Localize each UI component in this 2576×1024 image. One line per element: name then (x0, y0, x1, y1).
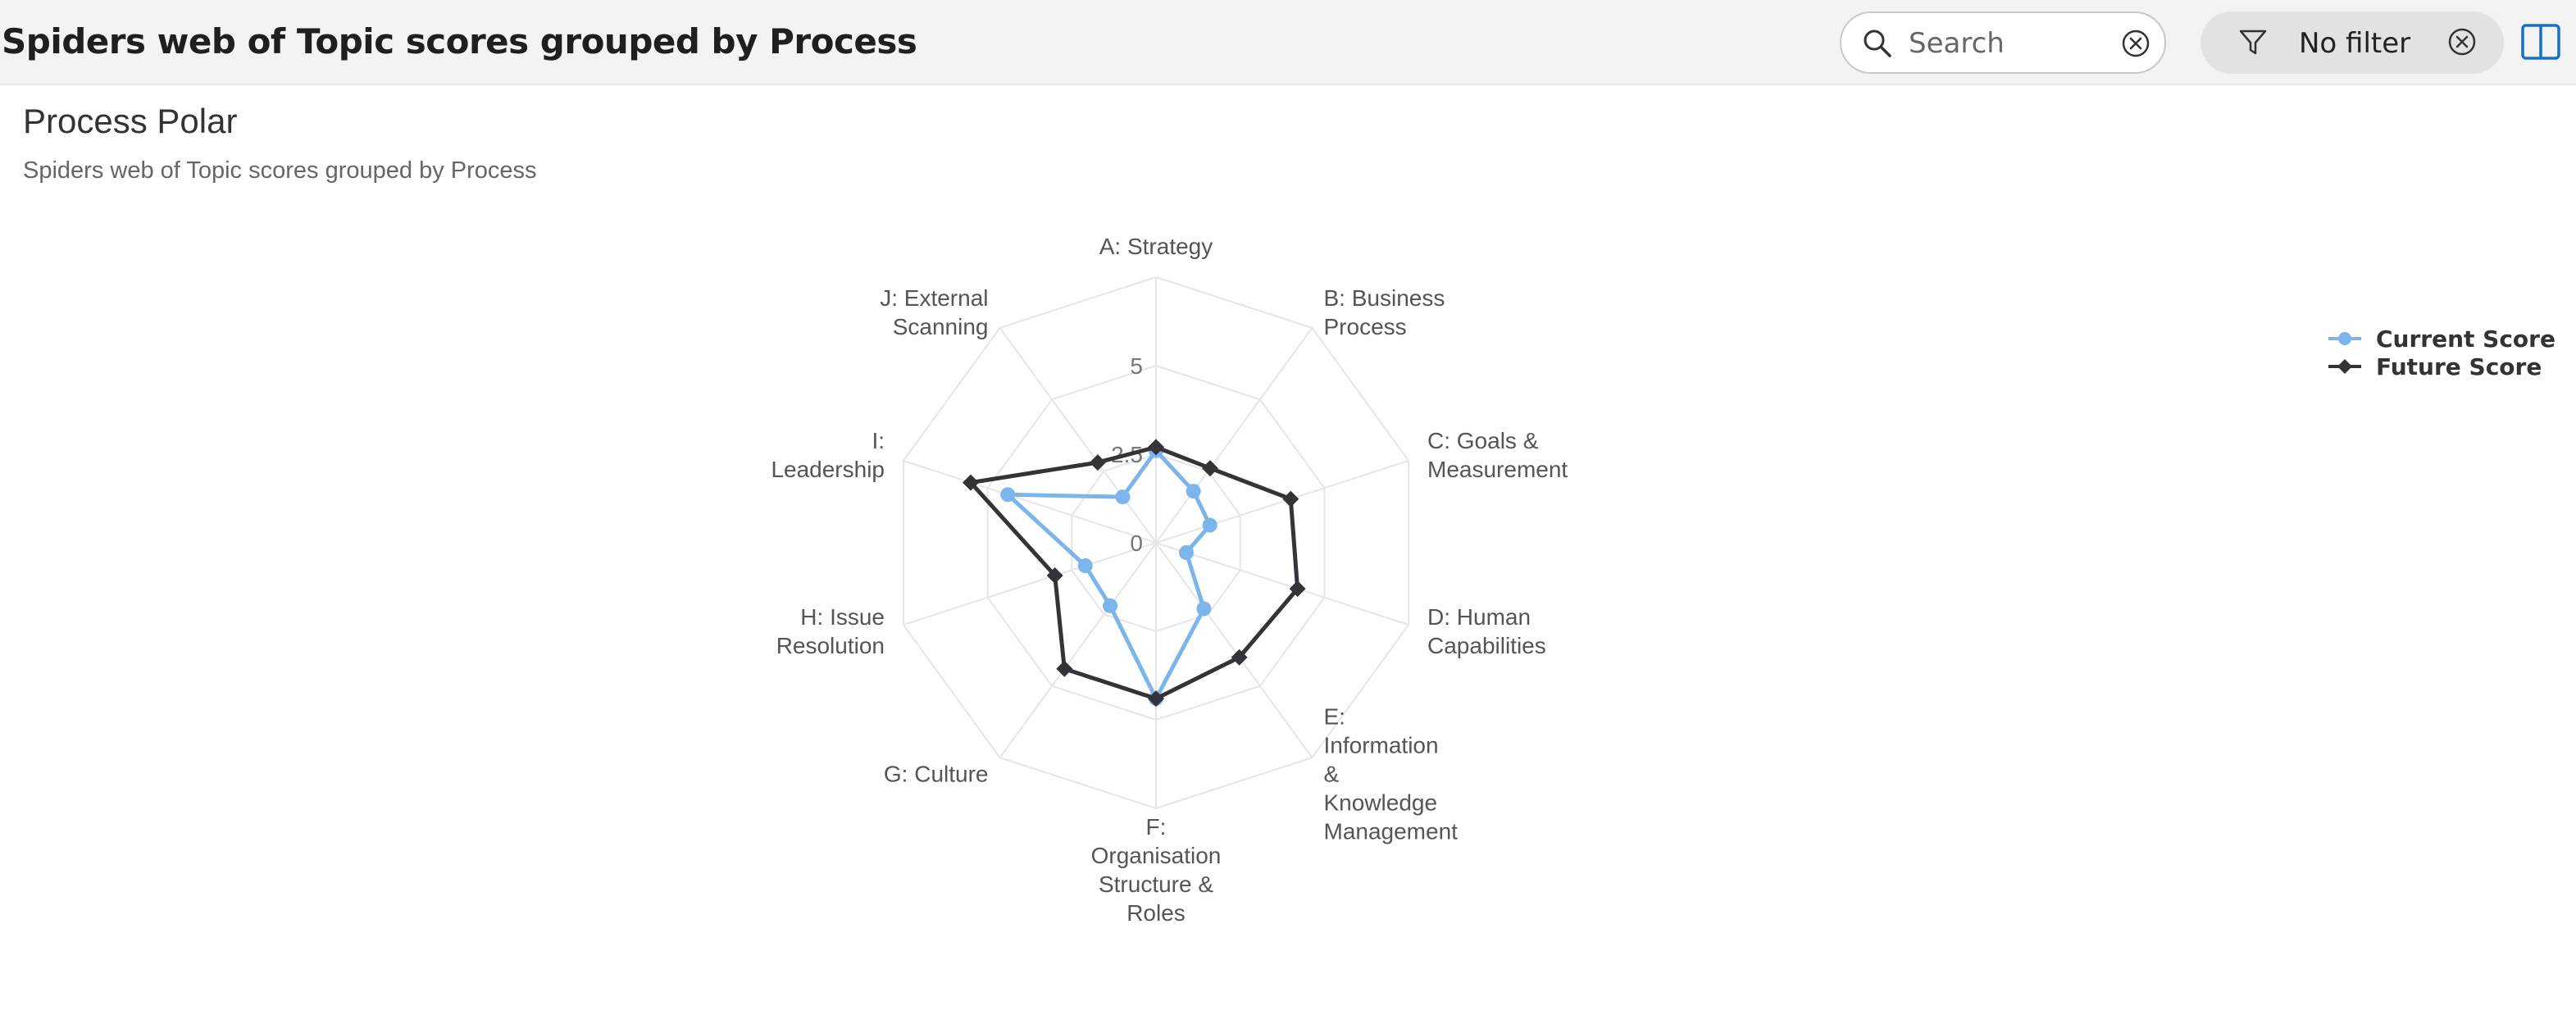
axis-label: G: Culture (884, 762, 989, 787)
legend-marker-diamond-icon (2328, 359, 2361, 374)
filter-label: No filter (2299, 27, 2411, 60)
data-point[interactable] (1077, 558, 1093, 573)
data-point[interactable] (1202, 460, 1218, 477)
data-point[interactable] (1186, 484, 1201, 499)
data-point[interactable] (1089, 454, 1106, 471)
data-point[interactable] (1000, 487, 1016, 503)
legend-label: Current Score (2376, 325, 2556, 353)
grid-spoke (1155, 542, 1409, 626)
data-point[interactable] (1148, 439, 1164, 456)
card-title: Process Polar (23, 102, 238, 140)
series-current-score (1000, 443, 1217, 707)
data-point[interactable] (1202, 517, 1217, 533)
data-point[interactable] (1282, 490, 1299, 507)
legend-marker-circle-icon (2328, 332, 2361, 345)
axis-label: E: Information & Knowledge Management (1324, 704, 1459, 844)
radial-tick-label: 0 (1130, 530, 1143, 556)
axis-label: J: External Scanning (880, 285, 988, 339)
data-point[interactable] (1196, 601, 1212, 617)
filter-pill[interactable]: No filter (2201, 11, 2504, 74)
top-bar: Spiders web of Topic scores grouped by P… (0, 0, 2576, 85)
legend-label: Future Score (2376, 353, 2542, 380)
card-subtitle: Spiders web of Topic scores grouped by P… (23, 157, 537, 184)
data-point[interactable] (1289, 580, 1306, 598)
search-input[interactable] (1907, 26, 2107, 61)
data-point[interactable] (1046, 567, 1063, 584)
axis-label: C: Goals & Measurement (1427, 428, 1568, 482)
data-point[interactable] (1115, 489, 1131, 505)
grid-spoke (999, 542, 1157, 758)
axis-label: H: Issue Resolution (776, 604, 885, 658)
data-point[interactable] (1103, 598, 1118, 613)
grid-spoke (999, 327, 1157, 544)
series-future-score (963, 439, 1306, 708)
grid-spoke (903, 542, 1157, 626)
radar-grid (902, 275, 1410, 810)
axis-label: A: Strategy (1099, 234, 1213, 259)
grid-spoke (1155, 327, 1313, 544)
grid-spoke (1155, 542, 1313, 758)
side-panel-toggle-icon[interactable] (2520, 23, 2561, 61)
search-box[interactable] (1840, 11, 2166, 74)
data-point[interactable] (1231, 649, 1248, 666)
grid-spoke (1155, 459, 1409, 544)
data-point[interactable] (1056, 660, 1073, 677)
axis-label: D: Human Capabilities (1427, 604, 1546, 658)
radial-tick-label: 5 (1130, 353, 1143, 379)
search-icon (1864, 30, 1891, 57)
axis-label: B: Business Process (1324, 285, 1445, 339)
clear-filter-icon[interactable] (2446, 26, 2478, 57)
data-point[interactable] (1148, 690, 1164, 708)
data-point[interactable] (963, 474, 979, 491)
clear-search-icon[interactable] (2120, 28, 2151, 59)
axis-label: I: Leadership (771, 428, 885, 482)
radar-axis-labels: A: Strategy B: Business Process C: Goals & M… (771, 234, 1568, 926)
axis-label: F: Organisation Structure & Roles (1091, 814, 1222, 926)
grid-spoke (903, 459, 1157, 544)
radar-series (963, 439, 1306, 708)
filter-funnel-icon (2239, 30, 2267, 55)
page-title: Spiders web of Topic scores grouped by P… (2, 21, 917, 61)
data-point[interactable] (1179, 545, 1194, 560)
